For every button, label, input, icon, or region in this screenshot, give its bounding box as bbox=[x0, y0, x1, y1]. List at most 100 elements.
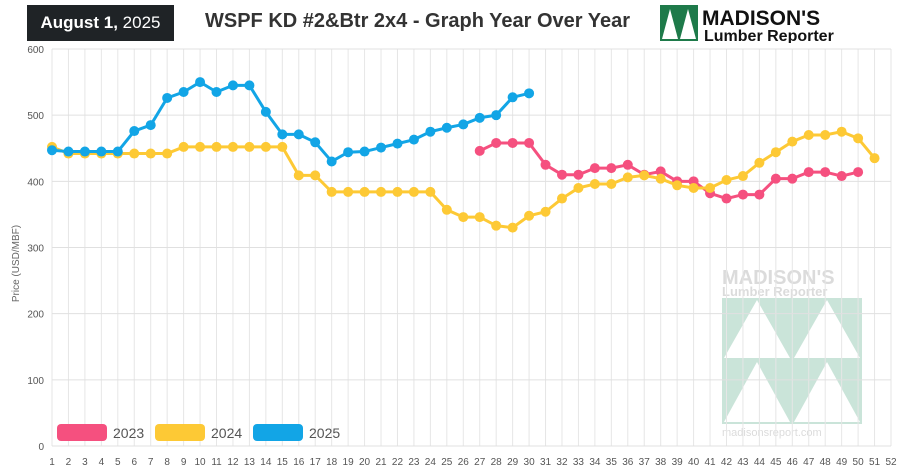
data-point-2025 bbox=[195, 77, 206, 88]
x-tick-label: 6 bbox=[131, 457, 137, 468]
data-point-2023 bbox=[836, 171, 847, 182]
x-tick-label: 17 bbox=[310, 457, 322, 468]
x-tick-label: 19 bbox=[343, 457, 355, 468]
y-tick-label: 600 bbox=[27, 45, 44, 56]
date-day: August 1, bbox=[40, 13, 118, 32]
x-tick-label: 42 bbox=[721, 457, 733, 468]
x-tick-label: 31 bbox=[540, 457, 552, 468]
x-tick-label: 23 bbox=[408, 457, 420, 468]
data-point-2025 bbox=[343, 147, 354, 158]
x-tick-label: 24 bbox=[425, 457, 437, 468]
data-point-2024 bbox=[836, 126, 847, 137]
data-point-2025 bbox=[359, 146, 370, 157]
x-tick-label: 25 bbox=[441, 457, 453, 468]
data-point-2025 bbox=[326, 156, 337, 167]
data-point-2025 bbox=[162, 92, 173, 103]
x-tick-label: 51 bbox=[869, 457, 881, 468]
legend-label-2024: 2024 bbox=[211, 425, 242, 441]
data-point-2025 bbox=[491, 110, 502, 121]
x-tick-label: 49 bbox=[836, 457, 848, 468]
data-point-2024 bbox=[474, 212, 485, 223]
data-point-2025 bbox=[474, 112, 485, 123]
data-point-2025 bbox=[277, 129, 288, 140]
x-tick-label: 9 bbox=[181, 457, 187, 468]
x-tick-label: 13 bbox=[244, 457, 256, 468]
data-point-2025 bbox=[441, 122, 452, 133]
data-point-2024 bbox=[853, 133, 864, 144]
x-tick-label: 29 bbox=[507, 457, 519, 468]
x-tick-label: 1 bbox=[49, 457, 55, 468]
x-tick-label: 52 bbox=[885, 457, 897, 468]
data-point-2024 bbox=[787, 136, 798, 147]
data-point-2025 bbox=[145, 120, 156, 131]
data-point-2024 bbox=[227, 141, 238, 152]
x-tick-label: 12 bbox=[227, 457, 239, 468]
data-point-2023 bbox=[655, 166, 666, 177]
x-tick-label: 43 bbox=[737, 457, 749, 468]
data-point-2024 bbox=[441, 204, 452, 215]
data-point-2023 bbox=[803, 167, 814, 178]
data-point-2024 bbox=[589, 178, 600, 189]
y-tick-label: 200 bbox=[27, 310, 44, 321]
data-point-2023 bbox=[820, 167, 831, 178]
x-tick-label: 41 bbox=[704, 457, 716, 468]
data-point-2023 bbox=[853, 167, 864, 178]
series-line-2023 bbox=[479, 141, 859, 201]
data-point-2024 bbox=[129, 148, 140, 159]
x-tick-label: 2 bbox=[66, 457, 72, 468]
data-point-2024 bbox=[408, 186, 419, 197]
data-point-2024 bbox=[145, 148, 156, 159]
data-point-2025 bbox=[310, 137, 321, 148]
data-point-2024 bbox=[244, 141, 255, 152]
data-point-2024 bbox=[754, 157, 765, 168]
x-tick-label: 4 bbox=[99, 457, 105, 468]
data-point-2025 bbox=[79, 146, 90, 157]
data-point-2023 bbox=[507, 137, 518, 148]
svg-text:Lumber Reporter: Lumber Reporter bbox=[704, 28, 834, 43]
data-point-2023 bbox=[721, 193, 732, 204]
legend-swatch-2023 bbox=[57, 424, 107, 441]
x-tick-label: 11 bbox=[211, 457, 222, 468]
data-point-2025 bbox=[227, 80, 238, 91]
data-point-2023 bbox=[737, 189, 748, 200]
legend-label-2025: 2025 bbox=[309, 425, 340, 441]
data-point-2024 bbox=[688, 182, 699, 193]
data-point-2025 bbox=[458, 119, 469, 130]
data-point-2023 bbox=[540, 159, 551, 170]
data-point-2024 bbox=[869, 153, 880, 164]
data-point-2024 bbox=[343, 186, 354, 197]
data-point-2024 bbox=[162, 148, 173, 159]
x-tick-label: 44 bbox=[754, 457, 766, 468]
x-tick-label: 18 bbox=[326, 457, 338, 468]
svg-text:MADISON'S: MADISON'S bbox=[722, 267, 835, 289]
data-point-2023 bbox=[573, 169, 584, 180]
data-point-2024 bbox=[672, 180, 683, 191]
legend-swatch-2025 bbox=[253, 424, 303, 441]
date-badge: August 1, 2025 bbox=[27, 5, 174, 41]
data-point-2025 bbox=[293, 129, 304, 140]
y-tick-label: 100 bbox=[27, 376, 44, 387]
data-point-2023 bbox=[556, 169, 567, 180]
x-tick-label: 7 bbox=[148, 457, 154, 468]
x-tick-label: 30 bbox=[524, 457, 536, 468]
data-point-2024 bbox=[392, 186, 403, 197]
data-point-2023 bbox=[524, 137, 535, 148]
data-point-2025 bbox=[112, 146, 123, 157]
svg-text:MADISON'S: MADISON'S bbox=[702, 7, 820, 30]
data-point-2023 bbox=[491, 137, 502, 148]
data-point-2025 bbox=[47, 145, 57, 156]
x-tick-label: 40 bbox=[688, 457, 700, 468]
data-point-2024 bbox=[260, 141, 271, 152]
data-point-2025 bbox=[260, 106, 271, 117]
data-point-2024 bbox=[178, 141, 189, 152]
data-point-2024 bbox=[573, 182, 584, 193]
x-tick-label: 38 bbox=[655, 457, 667, 468]
data-point-2024 bbox=[639, 170, 650, 181]
x-tick-label: 10 bbox=[194, 457, 206, 468]
x-tick-label: 45 bbox=[770, 457, 782, 468]
data-point-2024 bbox=[425, 186, 436, 197]
data-point-2024 bbox=[326, 186, 337, 197]
x-tick-label: 32 bbox=[556, 457, 568, 468]
data-point-2025 bbox=[425, 126, 436, 137]
